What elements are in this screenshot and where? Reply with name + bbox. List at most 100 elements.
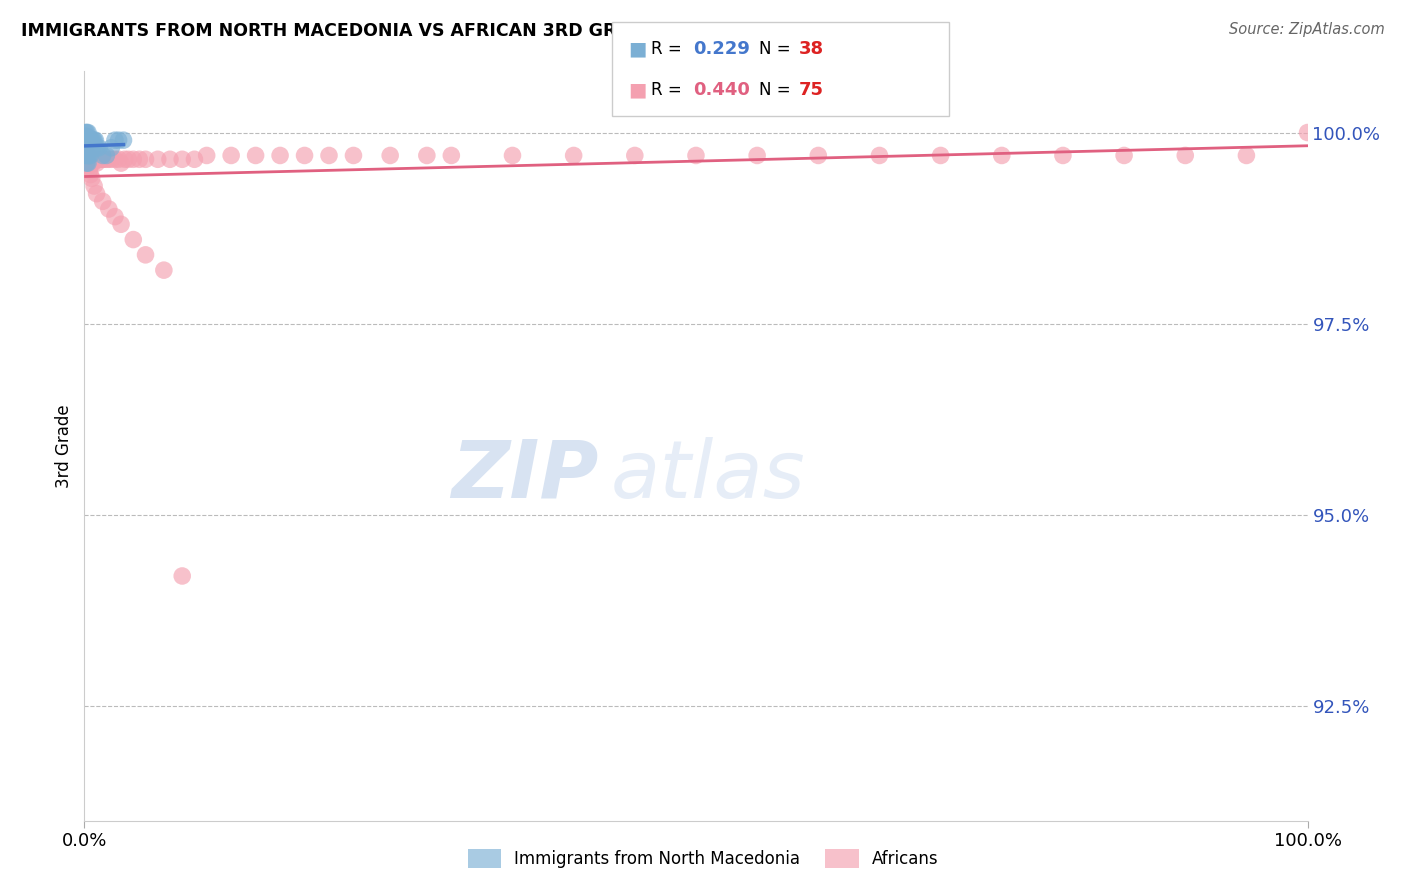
Point xyxy=(76,141,98,155)
Point xyxy=(440,148,463,162)
Point xyxy=(76,126,98,140)
Point xyxy=(685,148,707,162)
Point xyxy=(82,141,104,155)
Point xyxy=(77,141,100,155)
Point xyxy=(96,148,118,162)
Point xyxy=(79,156,101,170)
Legend: Immigrants from North Macedonia, Africans: Immigrants from North Macedonia, African… xyxy=(461,842,945,875)
Point xyxy=(75,129,97,144)
Point xyxy=(114,153,136,167)
Point xyxy=(380,148,402,162)
Point xyxy=(77,148,100,162)
Point xyxy=(183,153,205,167)
Text: 75: 75 xyxy=(799,81,824,99)
Point xyxy=(86,141,108,155)
Point xyxy=(104,133,127,147)
Point xyxy=(318,148,340,162)
Point xyxy=(80,153,103,167)
Point xyxy=(77,156,100,170)
Point xyxy=(83,179,105,194)
Point xyxy=(110,156,132,170)
Point xyxy=(195,148,218,162)
Point xyxy=(75,141,97,155)
Point xyxy=(97,153,120,167)
Point xyxy=(77,126,100,140)
Point xyxy=(76,136,98,151)
Text: R =: R = xyxy=(651,39,688,57)
Point xyxy=(83,133,105,147)
Point xyxy=(77,133,100,147)
Point xyxy=(76,133,98,147)
Point xyxy=(89,153,111,167)
Text: atlas: atlas xyxy=(610,437,806,515)
Point xyxy=(77,153,100,167)
Point xyxy=(1236,148,1258,162)
Point xyxy=(104,153,127,167)
Point xyxy=(219,148,242,162)
Point xyxy=(1174,148,1197,162)
Point xyxy=(502,148,524,162)
Text: Source: ZipAtlas.com: Source: ZipAtlas.com xyxy=(1229,22,1385,37)
Point xyxy=(107,153,129,167)
Point xyxy=(82,156,104,170)
Y-axis label: 3rd Grade: 3rd Grade xyxy=(55,404,73,488)
Point xyxy=(91,148,114,162)
Point xyxy=(75,148,97,162)
Point xyxy=(624,148,647,162)
Point xyxy=(991,148,1014,162)
Point xyxy=(172,569,194,583)
Point xyxy=(97,202,120,216)
Point xyxy=(93,153,115,167)
Point xyxy=(80,133,103,147)
Point xyxy=(77,133,100,147)
Point xyxy=(153,263,176,277)
Point xyxy=(172,153,194,167)
Point xyxy=(562,148,585,162)
Point xyxy=(91,194,114,209)
Point xyxy=(135,248,157,262)
Point xyxy=(1296,126,1319,140)
Point xyxy=(77,160,100,174)
Point xyxy=(929,148,952,162)
Point xyxy=(77,163,100,178)
Point xyxy=(75,133,97,147)
Point xyxy=(77,148,100,162)
Point xyxy=(79,168,101,182)
Point xyxy=(76,148,98,162)
Point xyxy=(76,145,98,159)
Point xyxy=(117,153,139,167)
Point xyxy=(80,156,103,170)
Point xyxy=(128,153,150,167)
Point xyxy=(294,148,316,162)
Text: ZIP: ZIP xyxy=(451,437,598,515)
Text: IMMIGRANTS FROM NORTH MACEDONIA VS AFRICAN 3RD GRADE CORRELATION CHART: IMMIGRANTS FROM NORTH MACEDONIA VS AFRIC… xyxy=(21,22,872,40)
Point xyxy=(107,133,129,147)
Point xyxy=(112,133,135,147)
Point xyxy=(77,153,100,167)
Text: 0.229: 0.229 xyxy=(693,39,749,57)
Point xyxy=(77,156,100,170)
Point xyxy=(80,171,103,186)
Point xyxy=(91,153,114,167)
Point xyxy=(100,141,122,155)
Point xyxy=(76,148,98,162)
Point xyxy=(79,141,101,155)
Point xyxy=(1052,148,1074,162)
Point xyxy=(82,133,104,147)
Point xyxy=(104,210,127,224)
Point xyxy=(245,148,267,162)
Point xyxy=(159,153,181,167)
Point xyxy=(84,133,107,147)
Point xyxy=(110,217,132,231)
Point xyxy=(269,148,291,162)
Point xyxy=(80,141,103,155)
Point xyxy=(77,148,100,162)
Point xyxy=(76,156,98,170)
Text: ■: ■ xyxy=(628,39,647,58)
Text: 38: 38 xyxy=(799,39,824,57)
Point xyxy=(122,153,145,167)
Point xyxy=(87,153,110,167)
Point xyxy=(84,153,107,167)
Point xyxy=(100,153,122,167)
Point xyxy=(79,133,101,147)
